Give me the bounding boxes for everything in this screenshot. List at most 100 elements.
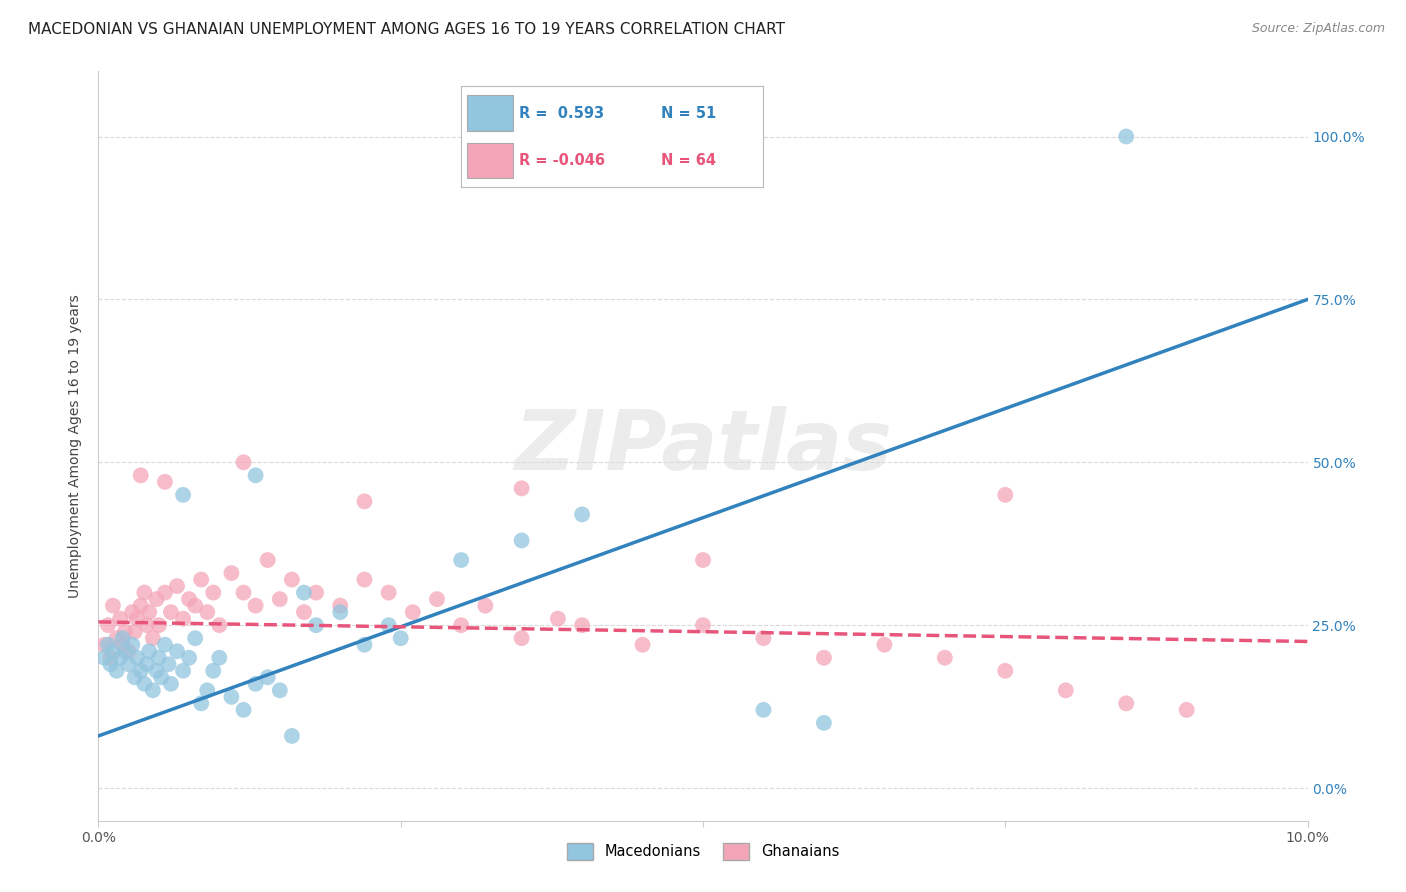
Point xyxy=(232,585,254,599)
Point xyxy=(305,585,328,599)
Point xyxy=(377,585,399,599)
Point xyxy=(121,605,143,619)
Point xyxy=(329,605,352,619)
Point xyxy=(184,599,207,613)
Point xyxy=(752,631,775,645)
Point xyxy=(160,605,183,619)
Point xyxy=(153,475,176,489)
Point xyxy=(292,605,315,619)
Point xyxy=(124,670,146,684)
Point xyxy=(389,631,412,645)
Point xyxy=(97,638,120,652)
Point xyxy=(353,638,375,652)
Point xyxy=(160,677,183,691)
Point xyxy=(101,599,124,613)
Point xyxy=(108,612,131,626)
Point xyxy=(108,650,131,665)
Point xyxy=(100,650,122,665)
Point xyxy=(510,533,533,548)
Point xyxy=(105,631,128,645)
Point xyxy=(256,670,278,684)
Point xyxy=(232,703,254,717)
Point xyxy=(134,677,156,691)
Point xyxy=(281,573,304,587)
Point xyxy=(190,573,212,587)
Point xyxy=(93,650,115,665)
Point xyxy=(510,481,533,495)
Point xyxy=(172,664,194,678)
Point xyxy=(153,585,176,599)
Point xyxy=(184,631,207,645)
Point xyxy=(256,553,278,567)
Point xyxy=(692,553,714,567)
Point xyxy=(202,585,225,599)
Point xyxy=(221,690,243,704)
Point xyxy=(135,618,157,632)
Text: MACEDONIAN VS GHANAIAN UNEMPLOYMENT AMONG AGES 16 TO 19 YEARS CORRELATION CHART: MACEDONIAN VS GHANAIAN UNEMPLOYMENT AMON… xyxy=(28,22,785,37)
Point xyxy=(129,599,152,613)
Point xyxy=(145,664,167,678)
Point xyxy=(114,644,136,658)
Point xyxy=(692,618,714,632)
Point xyxy=(631,638,654,652)
Point xyxy=(127,612,149,626)
Point xyxy=(172,488,194,502)
Point xyxy=(179,592,201,607)
Point xyxy=(450,553,472,567)
Point xyxy=(1115,697,1137,711)
Point xyxy=(353,494,375,508)
Point xyxy=(1054,683,1077,698)
Point xyxy=(129,664,152,678)
Point xyxy=(245,677,267,691)
Point xyxy=(245,599,267,613)
Point xyxy=(101,644,124,658)
Point xyxy=(873,638,896,652)
Point xyxy=(208,618,231,632)
Point xyxy=(510,631,533,645)
Point xyxy=(124,624,146,639)
Point xyxy=(148,618,170,632)
Point xyxy=(245,468,267,483)
Point xyxy=(292,585,315,599)
Point xyxy=(105,664,128,678)
Point xyxy=(208,650,231,665)
Point xyxy=(135,657,157,672)
Point xyxy=(150,670,173,684)
Point xyxy=(166,579,188,593)
Point xyxy=(269,592,291,607)
Point xyxy=(138,605,160,619)
Point xyxy=(148,650,170,665)
Point xyxy=(172,612,194,626)
Point xyxy=(1175,703,1198,717)
Point xyxy=(232,455,254,469)
Point xyxy=(93,638,115,652)
Point xyxy=(329,599,352,613)
Point xyxy=(450,618,472,632)
Point xyxy=(118,657,141,672)
Point xyxy=(134,585,156,599)
Point xyxy=(269,683,291,698)
Point xyxy=(118,644,141,658)
Point xyxy=(281,729,304,743)
Legend: Macedonians, Ghanaians: Macedonians, Ghanaians xyxy=(561,838,845,866)
Point xyxy=(127,650,149,665)
Point xyxy=(994,488,1017,502)
Point xyxy=(111,638,134,652)
Point xyxy=(111,631,134,645)
Point xyxy=(190,697,212,711)
Point xyxy=(426,592,449,607)
Point xyxy=(813,715,835,730)
Point xyxy=(179,650,201,665)
Point xyxy=(547,612,569,626)
Point xyxy=(145,592,167,607)
Point xyxy=(153,638,176,652)
Point xyxy=(402,605,425,619)
Point xyxy=(752,703,775,717)
Point xyxy=(142,683,165,698)
Point xyxy=(571,618,593,632)
Point xyxy=(221,566,243,580)
Y-axis label: Unemployment Among Ages 16 to 19 years: Unemployment Among Ages 16 to 19 years xyxy=(67,294,82,598)
Point xyxy=(377,618,399,632)
Point xyxy=(142,631,165,645)
Text: Source: ZipAtlas.com: Source: ZipAtlas.com xyxy=(1251,22,1385,36)
